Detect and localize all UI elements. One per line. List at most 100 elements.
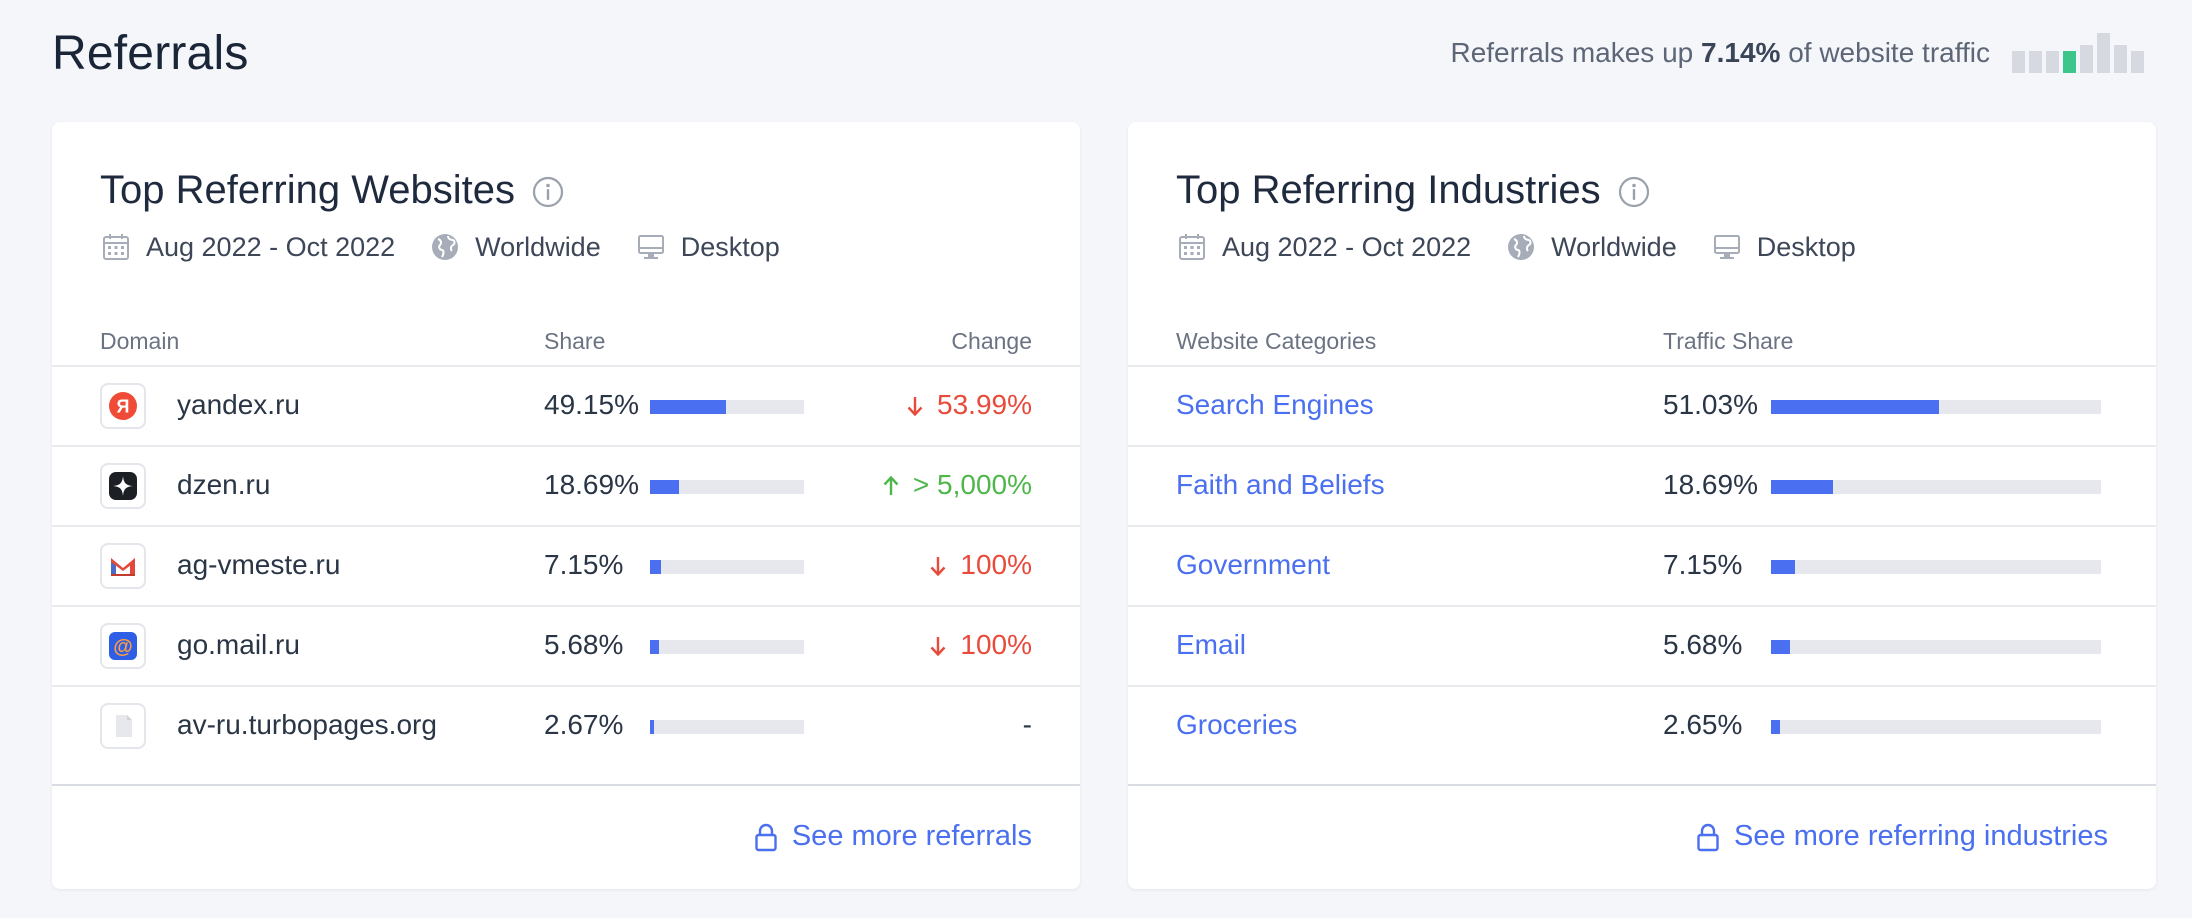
column-header-category[interactable]: Website Categories [1176,328,1377,354]
info-icon[interactable] [1617,174,1651,208]
domain-name[interactable]: dzen.ru [177,469,271,500]
table-row[interactable]: ag-vmeste.ru 7.15% 100% [52,525,1080,605]
table-row: Groceries 2.65% [1128,685,2156,765]
change-text: 100% [960,629,1032,660]
globe-icon [1505,231,1537,263]
card-title: Top Referring Industries [1176,168,1651,213]
gmail-favicon-icon [100,543,146,589]
traffic-share-bar-fill [1771,480,1833,494]
domain-name[interactable]: yandex.ru [177,389,300,420]
traffic-summary: Referrals makes up 7.14% of website traf… [1450,26,2144,80]
share-bar [650,400,804,414]
share-bar-fill [650,400,726,414]
date-range: Aug 2022 - Oct 2022 [146,231,396,262]
yandex-favicon-icon: Я [100,383,146,429]
desktop-icon [635,231,667,263]
card-footer: See more referrals [52,784,1080,889]
svg-text:Я: Я [117,397,130,417]
desktop-icon [1711,231,1743,263]
date-range: Aug 2022 - Oct 2022 [1222,231,1472,262]
top-referring-industries-card: Top Referring Industries Aug 2022 - Oct … [1128,122,2156,889]
traffic-summary-suffix: of website traffic [1780,37,1990,68]
traffic-summary-value: 7.14% [1701,37,1781,68]
info-icon[interactable] [531,174,565,208]
lock-icon [754,822,778,852]
mini-chart-bar [2097,33,2110,73]
traffic-share-value: 7.15% [1663,549,1743,580]
table-header: Domain Share Change [52,322,1080,366]
table-row[interactable]: dzen.ru 18.69% > 5,000% [52,445,1080,525]
column-header-traffic-share[interactable]: Traffic Share [1663,328,1794,354]
share-bar [650,720,804,734]
see-more-referrals-label: See more referrals [791,820,1032,852]
category-link[interactable]: Search Engines [1176,389,1374,420]
websites-title: Top Referring Websites [100,168,515,212]
device: Desktop [1756,231,1856,262]
card-title: Top Referring Websites [100,168,565,213]
domain-name[interactable]: ag-vmeste.ru [177,549,341,580]
calendar-icon [100,231,132,263]
column-header-domain[interactable]: Domain [100,328,180,354]
column-header-share[interactable]: Share [544,328,606,354]
traffic-channel-mini-chart[interactable] [2012,33,2144,73]
share-value: 5.68% [544,629,624,660]
change-value: > 5,000% [881,469,1032,501]
category-link[interactable]: Email [1176,629,1247,660]
filters-bar: Aug 2022 - Oct 2022 Worldwide Desktop [100,230,780,264]
traffic-share-bar-fill [1771,560,1795,574]
share-value: 7.15% [544,549,624,580]
mini-chart-bar [2114,45,2127,73]
dzen-favicon-icon [100,463,146,509]
traffic-summary-text: Referrals makes up 7.14% of website traf… [1450,37,1990,69]
column-header-change[interactable]: Change [951,328,1032,354]
mailru-favicon-icon: @ [100,623,146,669]
traffic-share-value: 51.03% [1663,389,1758,420]
traffic-share-value: 5.68% [1663,629,1743,660]
calendar-icon [1176,231,1208,263]
mini-chart-bar [2046,51,2059,73]
category-link[interactable]: Groceries [1176,709,1298,740]
page-title: Referrals [52,27,249,80]
traffic-share-value: 2.65% [1663,709,1743,740]
table-row[interactable]: av-ru.turbopages.org 2.67% - [52,685,1080,765]
traffic-share-bar-fill [1771,640,1790,654]
domain-name[interactable]: go.mail.ru [177,629,300,660]
traffic-share-bar [1771,480,2101,494]
share-bar-fill [650,640,659,654]
share-value: 2.67% [544,709,624,740]
see-more-industries-link[interactable]: See more referring industries [1696,820,2108,853]
device: Desktop [680,231,780,262]
traffic-share-bar [1771,560,2101,574]
domain-name[interactable]: av-ru.turbopages.org [177,709,437,740]
share-bar-fill [650,720,655,734]
table-row: Email 5.68% [1128,605,2156,685]
mini-chart-bar [2131,51,2144,73]
arrow-up-icon [881,473,901,497]
traffic-share-bar [1771,640,2101,654]
globe-icon [429,231,461,263]
change-text: 53.99% [937,389,1032,420]
traffic-share-value: 18.69% [1663,469,1758,500]
change-text: 100% [960,549,1032,580]
see-more-referrals-link[interactable]: See more referrals [754,820,1032,853]
share-value: 49.15% [544,389,639,420]
arrow-down-icon [928,633,948,657]
change-value: 100% [928,629,1032,661]
category-link[interactable]: Faith and Beliefs [1176,469,1385,500]
arrow-down-icon [905,393,925,417]
mini-chart-bar [2012,51,2025,73]
see-more-industries-label: See more referring industries [1734,820,2108,852]
top-referring-websites-card: Top Referring Websites Aug 2022 - Oct 20… [52,122,1080,889]
table-row: Faith and Beliefs 18.69% [1128,445,2156,525]
category-link[interactable]: Government [1176,549,1331,580]
share-bar-fill [650,480,679,494]
table-row[interactable]: @ go.mail.ru 5.68% 100% [52,605,1080,685]
traffic-share-bar-fill [1771,720,1780,734]
industries-table-body: Search Engines 51.03% Faith and Beliefs 18.… [1128,365,2156,765]
change-value: 53.99% [905,389,1032,421]
mini-chart-bar [2029,51,2042,73]
region: Worldwide [475,231,601,262]
traffic-share-bar-fill [1771,400,1940,414]
